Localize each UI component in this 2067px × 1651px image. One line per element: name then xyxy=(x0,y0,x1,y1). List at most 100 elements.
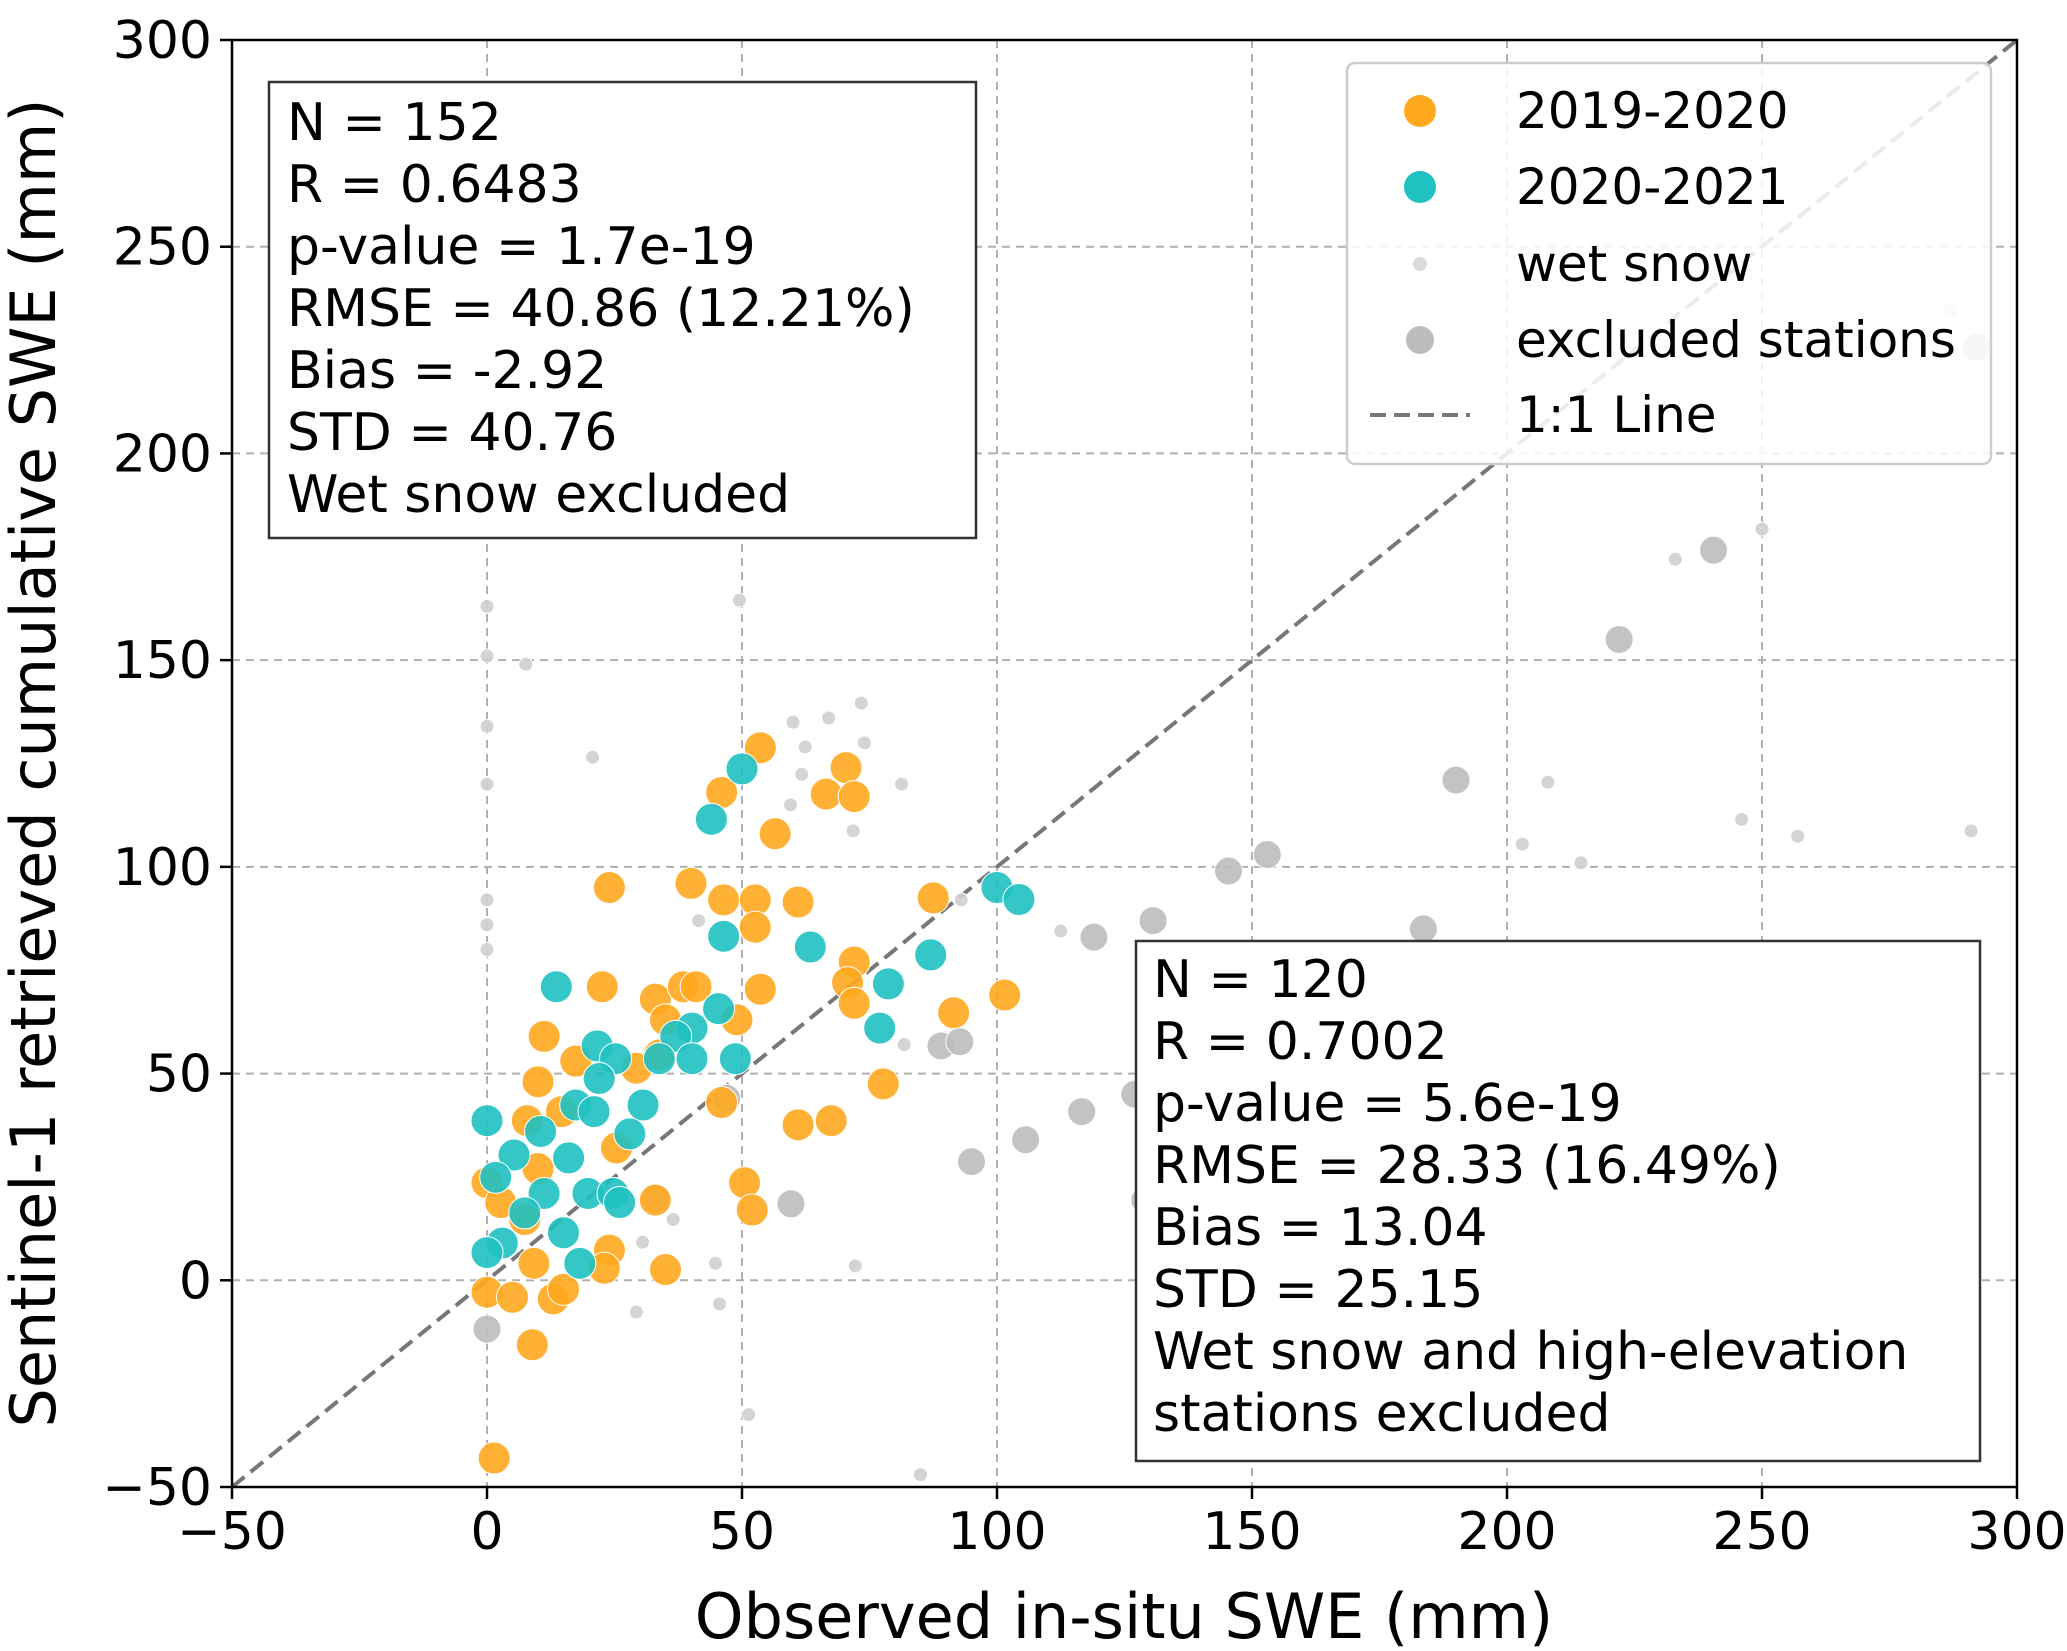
data-point xyxy=(1667,551,1683,567)
y-tick-label: 100 xyxy=(113,838,212,898)
data-point xyxy=(1963,823,1979,839)
data-point xyxy=(856,735,872,751)
stats-line: STD = 25.15 xyxy=(1153,1260,1483,1320)
data-point xyxy=(1079,922,1109,952)
data-point xyxy=(863,1011,897,1045)
data-point xyxy=(694,802,728,836)
stats-line: p-value = 5.6e-19 xyxy=(1153,1074,1622,1134)
stats-line: N = 120 xyxy=(1153,950,1368,1010)
data-point xyxy=(707,919,741,953)
x-tick-label: 150 xyxy=(1202,1502,1301,1562)
data-point xyxy=(515,1328,549,1362)
x-tick-label: 200 xyxy=(1457,1502,1556,1562)
data-point xyxy=(866,1067,900,1101)
stats-line: Wet snow and high-elevation xyxy=(1153,1322,1908,1382)
data-point xyxy=(847,1258,863,1274)
data-point xyxy=(675,1042,709,1076)
data-point xyxy=(718,1042,752,1076)
legend-marker-wet-snow xyxy=(1413,257,1427,271)
data-point xyxy=(1067,1097,1097,1127)
data-point xyxy=(731,592,747,608)
data-point xyxy=(809,777,843,811)
y-tick-label: 50 xyxy=(146,1045,212,1105)
data-point xyxy=(794,766,810,782)
x-tick-label: 0 xyxy=(470,1502,503,1562)
data-point xyxy=(916,881,950,915)
data-point xyxy=(479,776,495,792)
data-point xyxy=(1011,1125,1041,1155)
data-point xyxy=(741,1407,757,1423)
data-point xyxy=(1214,856,1244,886)
data-point xyxy=(743,731,777,765)
x-tick-label: 100 xyxy=(947,1502,1046,1562)
data-point xyxy=(781,885,815,919)
y-tick-label: 150 xyxy=(113,631,212,691)
data-point xyxy=(1604,624,1634,654)
data-point xyxy=(707,1255,723,1271)
data-point xyxy=(738,910,772,944)
data-point xyxy=(603,1186,637,1220)
stats-line: p-value = 1.7e-19 xyxy=(287,217,756,277)
stats-line: Bias = -2.92 xyxy=(287,341,607,401)
stats-line: N = 152 xyxy=(287,93,502,153)
data-point xyxy=(1138,906,1168,936)
y-tick-label: 200 xyxy=(113,424,212,484)
legend-label: 2019-2020 xyxy=(1516,82,1789,140)
x-tick-label: 250 xyxy=(1712,1502,1811,1562)
data-point xyxy=(547,1272,580,1306)
data-point xyxy=(691,913,707,929)
data-point xyxy=(577,1095,611,1129)
data-point xyxy=(470,1236,504,1270)
data-point xyxy=(707,883,741,917)
data-point xyxy=(914,938,948,972)
data-point xyxy=(649,1253,682,1287)
data-point xyxy=(659,1019,693,1053)
legend-marker-2020-2021 xyxy=(1404,171,1436,203)
data-point xyxy=(479,648,495,664)
legend-marker-excluded xyxy=(1406,326,1434,354)
series-2020-2021 xyxy=(470,752,1036,1280)
data-point xyxy=(781,1108,815,1142)
data-point xyxy=(638,1183,672,1217)
data-point xyxy=(479,598,495,614)
data-point xyxy=(1573,855,1589,871)
data-point xyxy=(479,942,495,958)
x-tick-label: −50 xyxy=(177,1502,287,1562)
stats-line: R = 0.6483 xyxy=(287,155,582,215)
data-point xyxy=(527,1019,561,1053)
data-point xyxy=(613,1117,647,1151)
data-point xyxy=(1514,836,1530,852)
legend-marker-2019-2020 xyxy=(1404,95,1436,127)
data-point xyxy=(524,1114,558,1148)
data-point xyxy=(1408,914,1438,944)
data-point xyxy=(635,1234,651,1250)
data-point xyxy=(705,1086,739,1120)
data-point xyxy=(712,1296,728,1312)
x-tick-label: 50 xyxy=(709,1502,775,1562)
data-point xyxy=(517,1246,551,1280)
legend-label: wet snow xyxy=(1516,235,1752,293)
data-point xyxy=(585,970,619,1004)
series-2019-2020 xyxy=(470,731,1022,1475)
data-point xyxy=(937,996,971,1030)
stats-line: R = 0.7002 xyxy=(1153,1012,1448,1072)
data-point xyxy=(1441,765,1471,795)
data-point xyxy=(1053,923,1069,939)
stats-line: RMSE = 28.33 (16.49%) xyxy=(1153,1136,1781,1196)
data-point xyxy=(913,1467,928,1483)
data-point xyxy=(563,1246,597,1280)
data-point xyxy=(479,718,495,734)
stats-line: Wet snow excluded xyxy=(287,465,790,525)
data-point xyxy=(1002,883,1036,917)
legend-label: excluded stations xyxy=(1516,311,1956,369)
data-point xyxy=(479,892,495,908)
data-point xyxy=(793,930,827,964)
series-wet-snow xyxy=(479,302,1979,1483)
legend-label: 2020-2021 xyxy=(1516,158,1789,216)
data-point xyxy=(894,776,910,792)
data-point xyxy=(758,817,792,851)
data-point xyxy=(479,917,495,933)
data-point xyxy=(521,1065,555,1099)
